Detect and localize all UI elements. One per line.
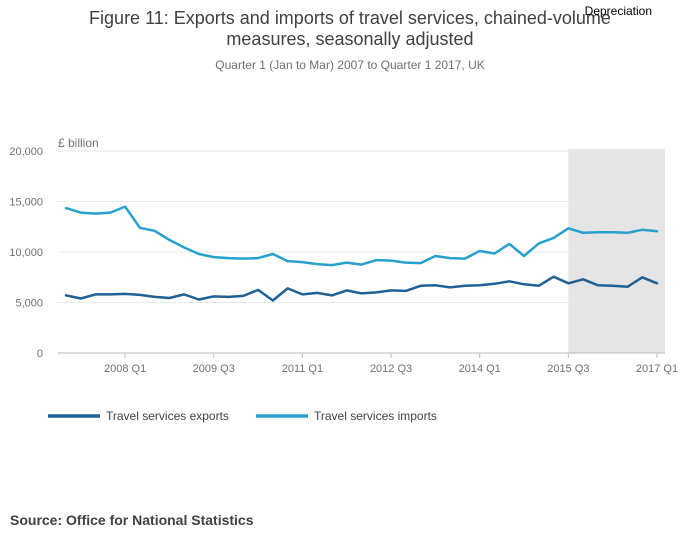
y-tick-label: 0: [37, 348, 43, 360]
x-tick-label: 2012 Q3: [370, 363, 412, 375]
y-tick-label: 10,000: [9, 247, 43, 259]
shaded-region: [568, 149, 665, 353]
y-tick-label: 5,000: [15, 298, 43, 310]
source-label: Source:: [10, 512, 63, 528]
y-tick-label: 20,000: [9, 146, 43, 158]
x-tick-label: 2011 Q1: [282, 363, 323, 375]
series-line-exports: [64, 275, 659, 302]
y-axis-unit-label: £ billion: [58, 136, 99, 150]
shaded-region-label: Depreciation: [585, 4, 652, 18]
chart-subtitle: Quarter 1 (Jan to Mar) 2007 to Quarter 1…: [215, 58, 484, 72]
x-tick-label: 2008 Q1: [104, 363, 146, 375]
legend-label: Travel services imports: [314, 409, 437, 423]
source-value: Office for National Statistics: [66, 512, 254, 528]
source-note: Source: Office for National Statistics: [10, 512, 254, 528]
chart-title-line-2: measures, seasonally adjusted: [226, 29, 473, 49]
x-tick-label: 2017 Q1: [636, 363, 678, 375]
y-tick-label: 15,000: [9, 197, 43, 209]
chart-title-line-1: Figure 11: Exports and imports of travel…: [89, 8, 611, 28]
x-tick-label: 2015 Q3: [547, 363, 589, 375]
x-tick-label: 2009 Q3: [193, 363, 235, 375]
legend-label: Travel services exports: [106, 409, 229, 423]
x-tick-label: 2014 Q1: [459, 363, 501, 375]
series-line-imports: [64, 205, 659, 267]
